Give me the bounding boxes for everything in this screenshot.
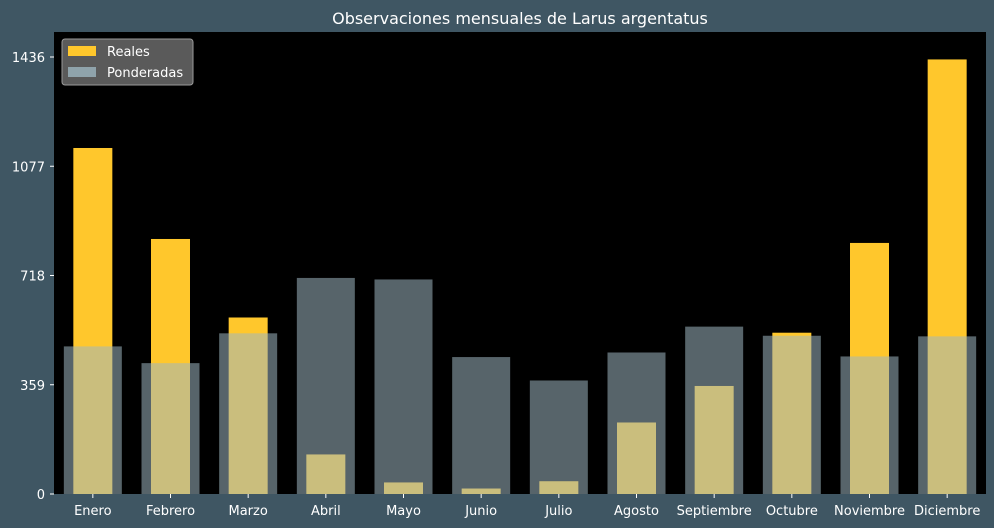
x-tick-label: Agosto xyxy=(614,504,659,519)
y-tick-label: 1436 xyxy=(12,51,45,66)
bar-ponderadas-febrero xyxy=(141,363,200,494)
y-tick-label: 718 xyxy=(20,270,45,285)
x-tick-label: Junio xyxy=(464,504,497,519)
x-tick-label: Marzo xyxy=(229,504,268,519)
x-tick-label: Noviembre xyxy=(834,504,905,519)
bar-ponderadas-enero xyxy=(63,346,122,494)
chart-title: Observaciones mensuales de Larus argenta… xyxy=(332,9,708,28)
legend-swatch-reales xyxy=(68,46,96,56)
y-tick-label: 1077 xyxy=(12,160,45,175)
bar-ponderadas-octubre xyxy=(762,335,821,494)
bar-ponderadas-mayo xyxy=(374,279,433,494)
bar-ponderadas-agosto xyxy=(607,352,666,494)
legend: Reales Ponderadas xyxy=(61,38,194,86)
bar-ponderadas-diciembre xyxy=(918,336,977,494)
x-tick-label: Abril xyxy=(311,504,341,519)
x-tick-label: Enero xyxy=(74,504,112,519)
bar-ponderadas-noviembre xyxy=(840,356,899,494)
x-axis: Enero Febrero Marzo Abril Mayo Junio Julio Agos… xyxy=(74,494,980,519)
bar-ponderadas-julio xyxy=(529,380,588,494)
y-tick-label: 359 xyxy=(20,379,45,394)
series-ponderadas xyxy=(63,277,977,494)
x-tick-label: Mayo xyxy=(386,504,421,519)
y-tick-label: 0 xyxy=(37,488,45,503)
bar-ponderadas-abril xyxy=(296,277,355,494)
legend-label-ponderadas: Ponderadas xyxy=(107,66,183,81)
bar-ponderadas-marzo xyxy=(219,333,278,494)
bar-ponderadas-junio xyxy=(452,357,511,494)
plot-area xyxy=(54,32,986,494)
x-tick-label: Octubre xyxy=(766,504,818,519)
y-axis: 0 359 718 1077 1436 xyxy=(12,51,54,503)
x-tick-label: Diciembre xyxy=(914,504,980,519)
legend-label-reales: Reales xyxy=(107,45,150,60)
x-tick-label: Julio xyxy=(544,504,572,519)
x-tick-label: Febrero xyxy=(146,504,195,519)
legend-swatch-ponderadas xyxy=(68,67,96,77)
x-tick-label: Septiembre xyxy=(677,504,752,519)
bar-ponderadas-septiembre xyxy=(685,326,744,494)
